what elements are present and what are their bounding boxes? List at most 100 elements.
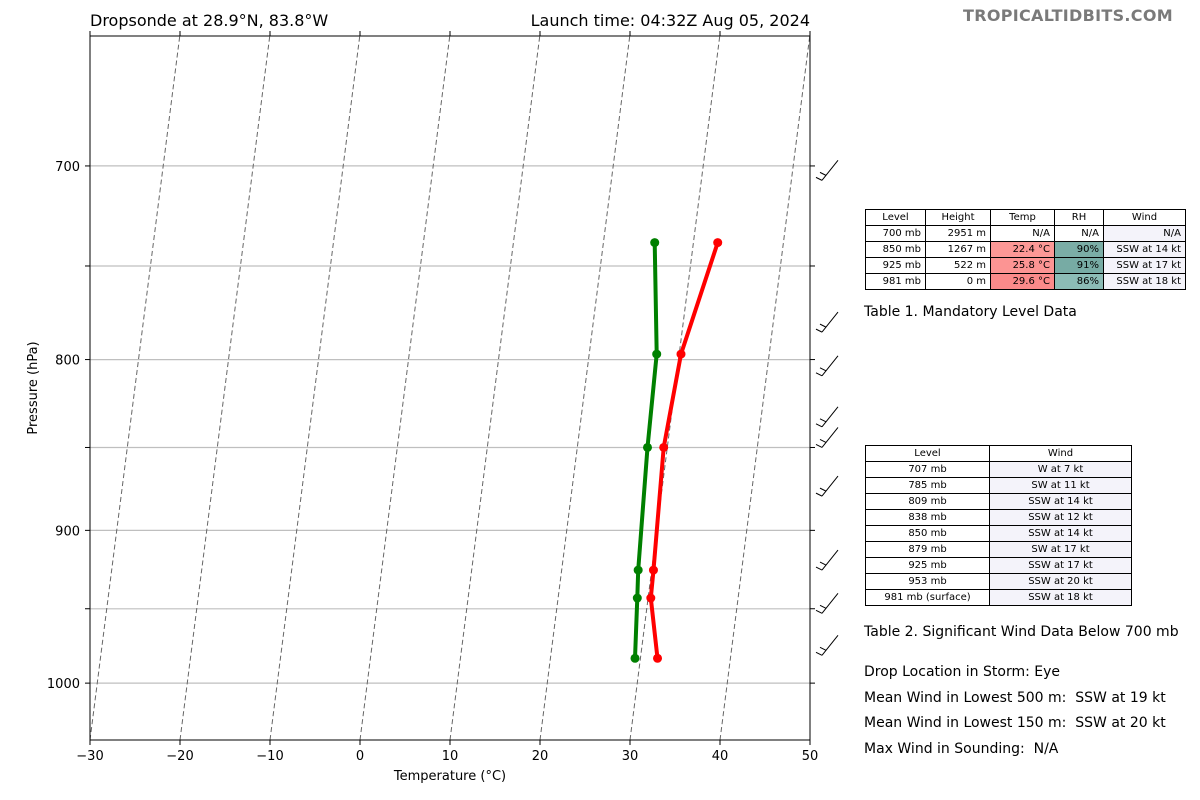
plot-frame: [89, 35, 811, 741]
table-row: 925 mb 522 m 25.8 °C 91% SSW at 17 kt: [865, 257, 1186, 274]
level-cell: 981 mb (surface): [865, 589, 990, 606]
x-tick-label: 20: [532, 749, 549, 764]
table-row: 707 mb W at 7 kt: [865, 461, 1132, 478]
isotherm-line: [90, 36, 91, 39]
table-row: 809 mb SSW at 14 kt: [865, 493, 1132, 510]
column-header: Wind: [1103, 209, 1186, 226]
mean-wind-150-text: Mean Wind in Lowest 150 m: SSW at 20 kt: [864, 715, 1166, 731]
rh-cell: 91%: [1054, 257, 1104, 274]
isotherm-line: [809, 736, 810, 740]
height-cell: 1267 m: [925, 241, 991, 258]
x-tick-label: −30: [76, 749, 103, 764]
isotherm-line: [90, 36, 181, 740]
profile-line: [648, 241, 720, 659]
table-row: 925 mb SSW at 17 kt: [865, 557, 1132, 574]
profile-point: [632, 593, 642, 603]
rh-cell: 90%: [1054, 241, 1104, 258]
level-cell: 850 mb: [865, 241, 926, 258]
wind-cell: SSW at 17 kt: [989, 557, 1132, 574]
table-row: 850 mb 1267 m 22.4 °C 90% SSW at 14 kt: [865, 241, 1186, 258]
skewed-isotherms: [90, 36, 810, 740]
skewt-chart: −30 −20 −10 0 10 20 30 40 50 700 800 900 1000 Temper…: [26, 31, 839, 784]
chart-title-right: Launch time: 04:32Z Aug 05, 2024: [530, 11, 810, 30]
profile-point: [646, 593, 656, 603]
temp-cell: 25.8 °C: [990, 257, 1055, 274]
table-row: 850 mb SSW at 14 kt: [865, 525, 1132, 542]
wind-barb: [815, 160, 839, 181]
isotherm-line: [179, 36, 271, 740]
wind-cell: SW at 11 kt: [989, 477, 1132, 494]
level-cell: 707 mb: [865, 461, 990, 478]
column-header: Temp: [990, 209, 1055, 226]
x-tick-label: 40: [712, 749, 729, 764]
wind-cell: N/A: [1103, 225, 1186, 242]
temp-cell: 22.4 °C: [990, 241, 1055, 258]
x-axis-label: Temperature (°C): [393, 769, 506, 784]
profile-point: [648, 565, 658, 575]
temp-cell: 29.6 °C: [990, 273, 1055, 290]
wind-cell: SW at 17 kt: [989, 541, 1132, 558]
level-cell: 925 mb: [865, 257, 926, 274]
wind-barb: [815, 635, 839, 656]
table-row: 953 mb SSW at 20 kt: [865, 573, 1132, 590]
x-tick-label: −10: [256, 749, 283, 764]
profile-point: [676, 349, 686, 359]
rh-cell: 86%: [1054, 273, 1104, 290]
level-cell: 785 mb: [865, 477, 990, 494]
table-row: 879 mb SW at 17 kt: [865, 541, 1132, 558]
y-tick-label: 800: [55, 354, 80, 369]
height-cell: 0 m: [925, 273, 991, 290]
wind-cell: SSW at 20 kt: [989, 573, 1132, 590]
profile-line: [633, 242, 659, 659]
wind-cell: SSW at 14 kt: [1103, 241, 1186, 258]
sounding-profiles: [630, 238, 723, 663]
level-cell: 700 mb: [865, 225, 926, 242]
wind-barb: [815, 406, 839, 428]
wind-barb: [815, 475, 839, 497]
column-header: Wind: [989, 445, 1132, 462]
profile-point: [642, 442, 652, 452]
isotherm-line: [719, 36, 810, 740]
x-tick-label: 50: [802, 749, 819, 764]
wind-barb: [815, 311, 839, 333]
x-tick-label: 0: [356, 749, 364, 764]
level-cell: 809 mb: [865, 493, 990, 510]
isotherm-line: [269, 36, 361, 740]
isotherm-line: [539, 36, 631, 740]
profile-point: [633, 565, 643, 575]
table-row: 785 mb SW at 11 kt: [865, 477, 1132, 494]
profile-point: [659, 442, 669, 452]
column-header: Level: [865, 445, 990, 462]
site-brand: TROPICALTIDBITS.COM: [963, 6, 1173, 25]
table-row: 981 mb (surface) SSW at 18 kt: [865, 589, 1132, 606]
wind-barb: [815, 355, 839, 377]
table-header-row: Level Height Temp RH Wind: [865, 209, 1186, 226]
wind-cell: SSW at 12 kt: [989, 509, 1132, 526]
height-cell: 2951 m: [925, 225, 991, 242]
table-row: 838 mb SSW at 12 kt: [865, 509, 1132, 526]
wind-cell: W at 7 kt: [989, 461, 1132, 478]
drop-location-text: Drop Location in Storm: Eye: [864, 664, 1061, 680]
mandatory-level-table: Level Height Temp RH Wind 700 mb 2951 m N/…: [865, 209, 1186, 290]
table2-caption: Table 2. Significant Wind Data Below 700…: [864, 624, 1179, 640]
table-row: 700 mb 2951 m N/A N/A N/A: [865, 225, 1186, 242]
y-tick-label: 900: [55, 524, 80, 539]
level-cell: 953 mb: [865, 573, 990, 590]
profile-point: [650, 238, 660, 248]
chart-title-left: Dropsonde at 28.9°N, 83.8°W: [90, 11, 329, 30]
temp-cell: N/A: [990, 225, 1055, 242]
level-cell: 879 mb: [865, 541, 990, 558]
wind-barb: [815, 427, 839, 448]
max-wind-text: Max Wind in Sounding: N/A: [864, 741, 1059, 757]
height-cell: 522 m: [925, 257, 991, 274]
wind-barb: [815, 593, 839, 614]
pressure-gridlines: [90, 165, 810, 684]
y-tick-label: 700: [55, 160, 80, 175]
level-cell: 981 mb: [865, 273, 926, 290]
x-tick-label: −20: [166, 749, 193, 764]
rh-cell: N/A: [1054, 225, 1104, 242]
profile-point: [653, 653, 663, 663]
wind-cell: SSW at 18 kt: [1103, 273, 1186, 290]
isotherm-line: [359, 36, 451, 740]
axes: −30 −20 −10 0 10 20 30 40 50 700 800 900 1000: [47, 31, 818, 764]
